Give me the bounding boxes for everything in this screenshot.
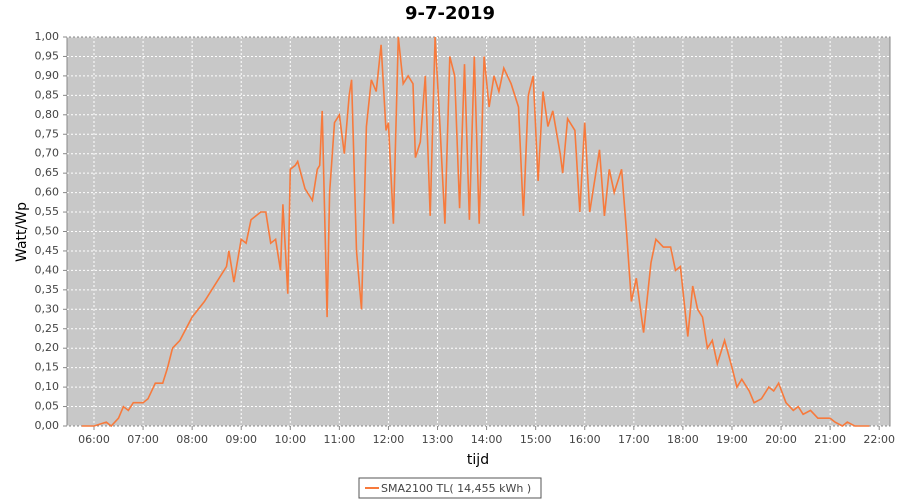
x-tick-label: 09:00 bbox=[225, 433, 257, 446]
x-tick-label: 12:00 bbox=[373, 433, 405, 446]
y-tick-label: 0,45 bbox=[35, 244, 60, 257]
y-tick-label: 0,10 bbox=[35, 380, 60, 393]
legend-label: SMA2100 TL( 14,455 kWh ) bbox=[381, 482, 531, 495]
y-tick-label: 0,95 bbox=[35, 49, 60, 62]
y-tick-label: 0,00 bbox=[35, 419, 60, 432]
y-tick-label: 0,15 bbox=[35, 361, 60, 374]
y-axis-label: Watt/Wp bbox=[14, 202, 30, 262]
x-tick-label: 08:00 bbox=[176, 433, 208, 446]
y-tick-label: 0,70 bbox=[35, 147, 60, 160]
y-tick-label: 0,80 bbox=[35, 108, 60, 121]
y-tick-label: 0,50 bbox=[35, 225, 60, 238]
y-tick-label: 0,90 bbox=[35, 69, 60, 82]
y-tick-label: 0,25 bbox=[35, 322, 60, 335]
y-tick-label: 0,55 bbox=[35, 205, 60, 218]
x-tick-label: 18:00 bbox=[667, 433, 699, 446]
y-tick-label: 1,00 bbox=[35, 30, 60, 43]
y-tick-label: 0,60 bbox=[35, 186, 60, 199]
y-tick-label: 0,85 bbox=[35, 88, 60, 101]
y-tick-label: 0,05 bbox=[35, 400, 60, 413]
y-tick-label: 0,20 bbox=[35, 341, 60, 354]
x-tick-label: 22:00 bbox=[863, 433, 895, 446]
x-tick-label: 10:00 bbox=[274, 433, 306, 446]
x-tick-label: 14:00 bbox=[471, 433, 503, 446]
y-tick-label: 0,30 bbox=[35, 302, 60, 315]
legend-box bbox=[358, 477, 542, 499]
y-tick-label: 0,35 bbox=[35, 283, 60, 296]
chart-title: 9-7-2019 bbox=[405, 3, 495, 24]
x-axis-label: tijd bbox=[467, 452, 489, 468]
series-line bbox=[81, 36, 870, 428]
x-tick-label: 07:00 bbox=[127, 433, 159, 446]
x-tick-label: 11:00 bbox=[324, 433, 356, 446]
y-tick-label: 0,65 bbox=[35, 166, 60, 179]
plot-area bbox=[66, 36, 891, 427]
y-tick-label: 0,75 bbox=[35, 127, 60, 140]
x-tick-label: 16:00 bbox=[569, 433, 601, 446]
x-tick-label: 06:00 bbox=[78, 433, 110, 446]
x-tick-label: 13:00 bbox=[422, 433, 454, 446]
y-tick-label: 0,40 bbox=[35, 263, 60, 276]
x-tick-label: 21:00 bbox=[814, 433, 846, 446]
x-tick-label: 19:00 bbox=[716, 433, 748, 446]
x-tick-label: 20:00 bbox=[765, 433, 797, 446]
x-tick-label: 15:00 bbox=[520, 433, 552, 446]
x-tick-label: 17:00 bbox=[618, 433, 650, 446]
